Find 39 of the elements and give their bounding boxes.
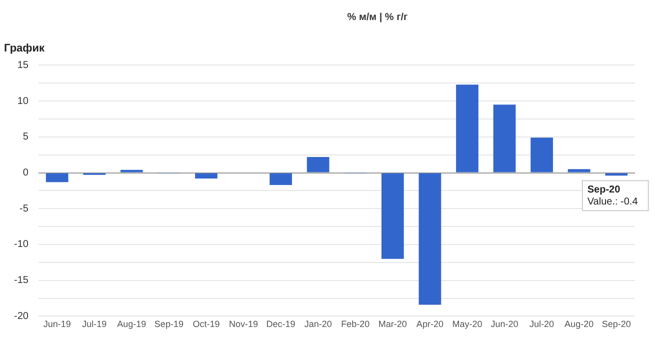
x-tick-label: Aug-19: [117, 319, 146, 330]
bar: [270, 173, 292, 185]
bar: [46, 173, 68, 182]
text: % м/м | % г/г: [347, 12, 408, 22]
y-tick-label: -15: [14, 275, 29, 286]
x-tick-label: Mar-20: [378, 319, 407, 330]
bar: [493, 104, 516, 172]
x-tick-label: Jun-19: [43, 319, 71, 330]
x-tick-label: Apr-20: [416, 319, 444, 330]
x-tick-label: Jan-20: [304, 319, 332, 330]
bar: [381, 173, 404, 259]
y-tick-label: 0: [22, 168, 29, 179]
y-tick-label: 5: [22, 132, 29, 143]
x-tick-label: Dec-19: [266, 319, 296, 330]
x-tick-label: Oct-19: [192, 319, 220, 330]
bar: [568, 169, 590, 172]
bar: [456, 84, 478, 172]
y-tick-label: 10: [17, 96, 29, 107]
y-tick-label: -20: [14, 310, 29, 322]
x-tick-label: Nov-19: [229, 319, 258, 330]
bar: [418, 173, 442, 305]
bar: [530, 138, 553, 172]
y-tick-label: 15: [17, 60, 29, 71]
annotation: Value.: -0.4: [587, 196, 638, 208]
chart-title: График: [4, 42, 46, 55]
bar: [120, 170, 143, 172]
x-tick-label: Feb-20: [341, 319, 370, 330]
x-tick-label: Jul-20: [530, 319, 554, 330]
x-tick-label: Jul-19: [82, 319, 107, 330]
x-tick-label: Aug-20: [564, 319, 594, 330]
bar: [195, 173, 218, 179]
annotation: Sep-20: [587, 184, 621, 196]
x-tick-label: Sep-19: [154, 319, 184, 330]
x-tick-label: Jun-20: [490, 319, 518, 330]
y-tick-label: -10: [14, 239, 29, 250]
x-tick-label: May-20: [452, 319, 482, 330]
bar: [306, 156, 330, 172]
y-tick-label: -5: [20, 203, 29, 214]
x-tick-label: Sep-20: [602, 319, 631, 330]
